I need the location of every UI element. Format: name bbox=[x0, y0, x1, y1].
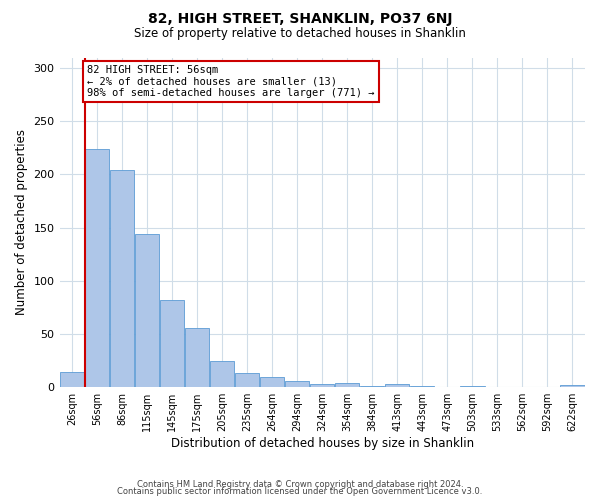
Text: Contains HM Land Registry data © Crown copyright and database right 2024.: Contains HM Land Registry data © Crown c… bbox=[137, 480, 463, 489]
Bar bbox=[335, 383, 359, 387]
Bar bbox=[110, 170, 134, 387]
Bar bbox=[235, 374, 259, 387]
Bar bbox=[260, 376, 284, 387]
Text: 82 HIGH STREET: 56sqm
← 2% of detached houses are smaller (13)
98% of semi-detac: 82 HIGH STREET: 56sqm ← 2% of detached h… bbox=[87, 65, 374, 98]
Bar bbox=[135, 234, 159, 387]
Bar bbox=[310, 384, 334, 387]
Bar bbox=[60, 372, 84, 387]
Text: Size of property relative to detached houses in Shanklin: Size of property relative to detached ho… bbox=[134, 28, 466, 40]
Bar bbox=[185, 328, 209, 387]
X-axis label: Distribution of detached houses by size in Shanklin: Distribution of detached houses by size … bbox=[171, 437, 474, 450]
Bar bbox=[85, 149, 109, 387]
Bar bbox=[210, 360, 235, 387]
Text: 82, HIGH STREET, SHANKLIN, PO37 6NJ: 82, HIGH STREET, SHANKLIN, PO37 6NJ bbox=[148, 12, 452, 26]
Text: Contains public sector information licensed under the Open Government Licence v3: Contains public sector information licen… bbox=[118, 487, 482, 496]
Bar bbox=[460, 386, 485, 387]
Bar bbox=[560, 385, 584, 387]
Bar bbox=[410, 386, 434, 387]
Bar bbox=[385, 384, 409, 387]
Bar bbox=[160, 300, 184, 387]
Y-axis label: Number of detached properties: Number of detached properties bbox=[15, 130, 28, 316]
Bar bbox=[360, 386, 385, 387]
Bar bbox=[285, 381, 310, 387]
